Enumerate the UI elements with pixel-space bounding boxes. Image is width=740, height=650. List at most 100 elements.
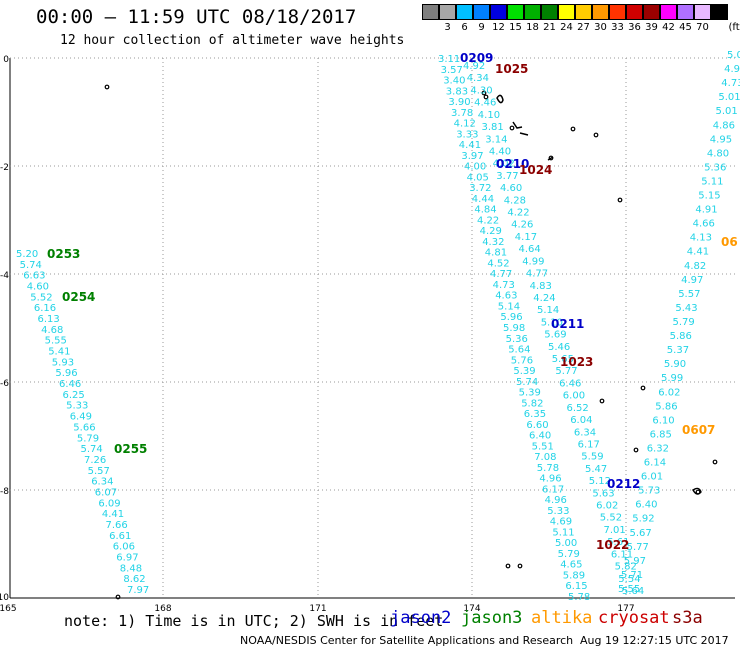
wave-height-value: 4.29	[480, 226, 502, 237]
wave-height-value: 6.00	[563, 391, 585, 402]
island-outline	[547, 156, 554, 161]
wave-height-value: 6.85	[650, 429, 672, 440]
wave-height-value: 4.77	[526, 269, 548, 280]
wave-height-value: 4.12	[454, 119, 476, 130]
wave-height-value: 4.34	[467, 73, 489, 84]
wave-height-value: 5.67	[630, 528, 652, 539]
wave-height-value: 5.76	[511, 355, 533, 366]
scale-swatch	[677, 4, 694, 20]
chart-subtitle: 12 hour collection of altimeter wave hei…	[60, 33, 405, 48]
wave-height-value: 5.15	[698, 191, 720, 202]
wave-height-value: 4.00	[464, 162, 486, 173]
wave-height-value: 6.46	[559, 378, 581, 389]
wave-height-value: 5.14	[537, 305, 559, 316]
island-outline	[633, 447, 639, 453]
pass-label: 06	[721, 235, 738, 249]
wave-height-value: 5.36	[704, 162, 726, 173]
satellite-legend-item: cryosat	[598, 608, 670, 628]
island-outline	[481, 90, 487, 96]
wave-height-value: 6.16	[34, 303, 56, 314]
wave-height-value: 5.41	[48, 347, 70, 358]
wave-height-value: 5.90	[664, 359, 686, 370]
wave-height-value: 7.97	[127, 585, 149, 596]
wave-height-value: 4.63	[495, 291, 517, 302]
wave-height-value: 5.39	[519, 388, 541, 399]
lat-tick-label: -6	[0, 379, 9, 389]
wave-height-value: 5.79	[77, 433, 99, 444]
scale-label: 9	[478, 22, 485, 33]
wave-height-value: 6.04	[570, 415, 592, 426]
scale-label: 12	[492, 22, 505, 33]
wave-height-value: 5.59	[581, 452, 603, 463]
wave-height-value: 4.73	[493, 280, 515, 291]
island-outline	[509, 125, 515, 131]
lat-tick-label: -2	[0, 163, 9, 173]
island-outline	[505, 563, 511, 569]
wave-height-value: 5.46	[548, 342, 570, 353]
scale-label: 27	[577, 22, 590, 33]
pass-label: 0212	[607, 477, 640, 491]
wave-height-value: 5.97	[624, 556, 646, 567]
wave-height-value: 5.52	[600, 513, 622, 524]
wave-height-value: 5.78	[568, 592, 590, 603]
wave-height-value: 5.36	[506, 334, 528, 345]
wave-height-value: 3.97	[461, 151, 483, 162]
wave-height-value: 5.10	[541, 317, 563, 328]
wave-height-value: 5.11	[552, 527, 574, 538]
wave-height-value: 4.02	[493, 159, 515, 170]
wave-height-value: 7.01	[604, 525, 626, 536]
wave-height-value: 6.32	[647, 444, 669, 455]
pass-label: 0254	[62, 290, 95, 304]
scale-label: 15	[509, 22, 522, 33]
wave-height-value: 3.72	[469, 183, 491, 194]
wave-height-value: 6.40	[529, 431, 551, 442]
pass-label: 1024	[519, 163, 552, 177]
wave-height-value: 3.83	[446, 86, 468, 97]
wave-height-value: 5.71	[621, 570, 643, 581]
wave-height-value: 4.24	[533, 293, 555, 304]
wave-track: 3.113.573.403.833.903.784.123.334.413.97…	[438, 54, 590, 603]
wave-height-value: 4.44	[472, 194, 494, 205]
scale-swatch	[490, 4, 507, 20]
wave-height-value: 5.0	[727, 50, 740, 61]
wave-height-value: 5.37	[667, 345, 689, 356]
pass-label: 0607	[682, 423, 715, 437]
lon-tick-label: 177	[617, 604, 634, 614]
wave-height-value: 4.22	[477, 215, 499, 226]
scale-label: 70	[696, 22, 709, 33]
scale-swatch	[456, 4, 473, 20]
scale-swatch	[507, 4, 524, 20]
lon-tick-label: 168	[154, 604, 171, 614]
wave-height-value: 4.13	[690, 233, 712, 244]
wave-height-value: 4.65	[560, 560, 582, 571]
lat-tick-label: 0	[3, 55, 9, 65]
wave-height-value: 6.02	[596, 501, 618, 512]
wave-height-value: 5.92	[632, 514, 654, 525]
lon-tick-label: 165	[0, 604, 17, 614]
wave-height-value: 5.55	[45, 336, 67, 347]
scale-label: 45	[679, 22, 692, 33]
wave-height-value: 4.97	[681, 275, 703, 286]
island-outline	[617, 197, 623, 203]
wave-height-value: 4.40	[489, 147, 511, 158]
wave-height-value: 5.66	[73, 422, 95, 433]
wave-height-value: 5.52	[30, 292, 52, 303]
island-outline	[599, 398, 605, 404]
wave-height-value: 3.77	[496, 171, 518, 182]
wave-height-value: 4.96	[545, 495, 567, 506]
island-outline	[692, 487, 702, 495]
wave-height-value: 5.93	[52, 357, 74, 368]
wave-height-value: 4.95	[710, 134, 732, 145]
wave-height-value: 5.77	[627, 542, 649, 553]
satellite-legend-item: altika	[531, 608, 593, 628]
wave-height-value: 6.46	[59, 379, 81, 390]
pass-label: 0255	[114, 442, 147, 456]
footnote: note: 1) Time is in UTC; 2) SWH is in fe…	[64, 612, 444, 630]
scale-swatch	[626, 4, 643, 20]
wave-height-value: 6.34	[574, 427, 596, 438]
wave-height-value: 5.61	[607, 537, 629, 548]
scale-label: 33	[611, 22, 624, 33]
wave-height-value: 6.40	[635, 500, 657, 511]
